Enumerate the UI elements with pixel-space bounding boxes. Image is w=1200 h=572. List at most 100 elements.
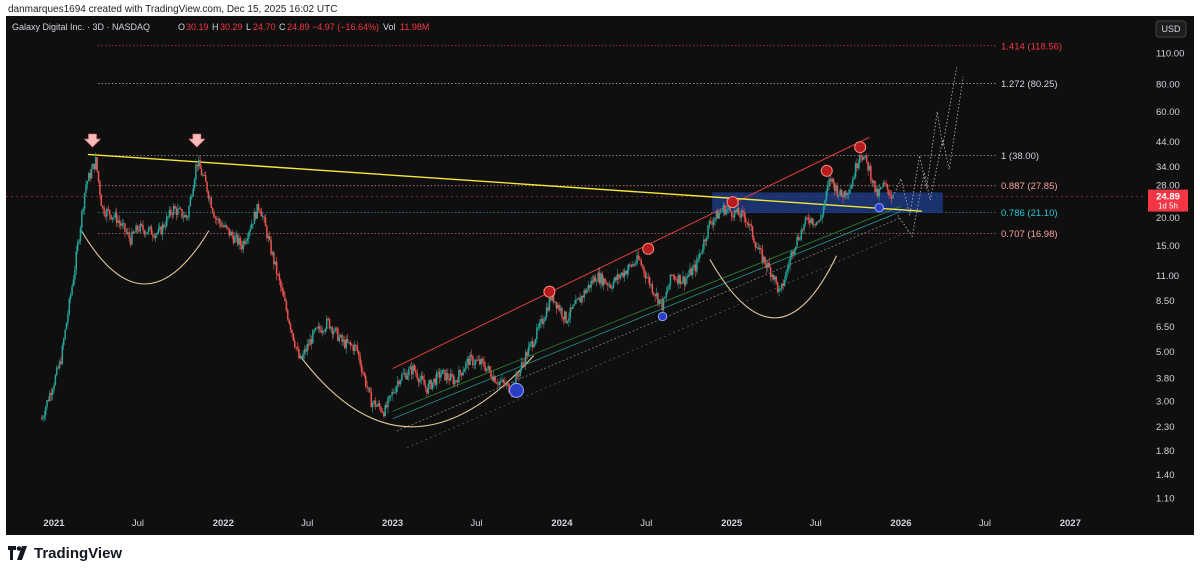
candle-body [824, 200, 826, 207]
candle-body [447, 373, 449, 379]
candle-body [537, 327, 540, 329]
markers-layer [83, 133, 884, 398]
price-chart[interactable]: 1.414 (118.56) 1.272 (80.25) 1 (38.00) 0.88… [6, 16, 1194, 535]
bar-countdown: 1d 5h [1158, 202, 1178, 211]
candle-body [410, 366, 413, 375]
candle-body [241, 245, 243, 250]
candle-body [849, 188, 851, 194]
candle-body [693, 264, 695, 268]
candle-body [744, 217, 747, 222]
fib-level-label: 0.786 (21.10) [1001, 208, 1058, 219]
candle-body [733, 210, 736, 218]
support-zone [712, 192, 943, 214]
candle-body [394, 392, 396, 394]
candle-body [399, 380, 402, 385]
candle-body [101, 206, 104, 208]
candle-body [555, 301, 558, 309]
candle-body [282, 290, 285, 297]
candle-body [256, 204, 258, 219]
candle-body [121, 223, 123, 226]
candle-body [492, 376, 495, 381]
channel-outer-line [406, 230, 910, 449]
candle-body [188, 206, 190, 218]
candle-body [840, 189, 843, 197]
candle-body [765, 264, 768, 268]
candle-body [473, 364, 476, 366]
candle-body [164, 226, 167, 228]
candle-body [477, 359, 480, 361]
candle-body [636, 255, 638, 264]
candle-body [204, 175, 207, 182]
candle-body [828, 179, 830, 186]
candle-body [93, 163, 96, 170]
candle-body [589, 284, 591, 288]
candle-body [232, 235, 235, 243]
candle-body [211, 207, 214, 213]
candle-body [444, 369, 446, 381]
candle-body [408, 368, 410, 376]
candle-body [306, 344, 309, 352]
candle-body [746, 221, 748, 223]
candle-body [257, 204, 260, 210]
candle-body [128, 232, 130, 238]
candle-body [356, 345, 359, 352]
candle-body [701, 249, 704, 253]
candle-body [245, 240, 247, 244]
candle-body [135, 225, 137, 233]
candle-body [747, 222, 750, 226]
candle-body [355, 344, 357, 346]
candle-body [182, 217, 185, 218]
candle-body [462, 371, 464, 376]
candle-body [742, 210, 744, 213]
candle-body [856, 163, 858, 169]
candle-body [49, 393, 51, 402]
candle-body [607, 283, 609, 286]
candle-body [285, 301, 288, 311]
candle-body [643, 267, 645, 274]
candle-body [225, 225, 228, 228]
candle-body [115, 212, 118, 223]
price-axis[interactable]: 110.00 80.00 60.00 44.00 34.00 28.00 20.00 15.0… [1156, 49, 1184, 505]
candle-body [465, 362, 467, 369]
candle-body [807, 217, 809, 221]
fib-level-label: 1.414 (118.56) [1001, 41, 1062, 52]
candle-body [388, 395, 391, 399]
candle-body [682, 276, 684, 283]
candle-body [867, 161, 869, 171]
candle-body [735, 210, 737, 213]
candle-body [223, 225, 225, 227]
price-tick-label: 3.80 [1156, 374, 1175, 385]
candle-body [296, 347, 299, 350]
candle-body [806, 217, 808, 219]
candle-body [657, 293, 659, 304]
legend-h-label: H [212, 22, 219, 32]
candle-body [829, 179, 832, 182]
candle-body [352, 345, 354, 351]
time-tick-label: 2027 [1060, 518, 1081, 529]
candle-body [732, 216, 734, 218]
candle-body [715, 211, 718, 218]
candle-body [486, 368, 488, 372]
pivot-high-marker [854, 141, 867, 154]
candle-body [349, 342, 352, 345]
candle-body [131, 231, 133, 245]
candle-body [359, 355, 361, 365]
candle-body [335, 327, 338, 329]
candle-body [274, 261, 277, 265]
candle-body [633, 264, 636, 265]
candle-body [544, 317, 546, 321]
price-tick-label: 1.10 [1156, 494, 1175, 505]
pivot-low-marker [657, 311, 668, 322]
candle-body [108, 210, 111, 216]
currency-button[interactable]: USD [1155, 20, 1187, 38]
candle-body [550, 298, 552, 301]
candle-body [708, 221, 711, 226]
time-axis[interactable]: 2021 Jul 2022 Jul 2023 Jul 2024 Jul 2025 Jul 2026 J… [43, 518, 1080, 529]
candle-body [488, 366, 491, 371]
candle-body [685, 278, 687, 285]
candle-body [320, 329, 322, 333]
chart-panel[interactable]: 1.414 (118.56) 1.272 (80.25) 1 (38.00) 0.88… [6, 16, 1194, 535]
candle-body [698, 253, 701, 259]
candle-body [206, 181, 208, 192]
pivot-low-marker [874, 202, 884, 213]
